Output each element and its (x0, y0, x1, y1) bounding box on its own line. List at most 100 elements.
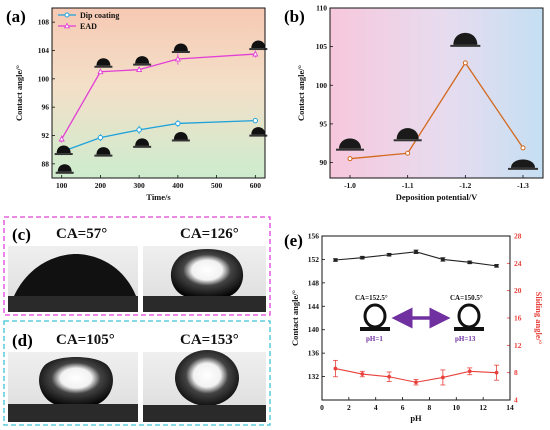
y-tick-label: 104 (38, 46, 50, 55)
y2-tick-label: 12 (514, 341, 522, 350)
droplet-substrate (450, 44, 481, 47)
data-point (97, 68, 104, 75)
inset-ph-left: pH=1 (366, 335, 383, 343)
droplet-icon (96, 147, 111, 155)
panel-e-plot: 0 2 4 6 8 10 12 1413213614014414815215648121620… (290, 232, 544, 424)
y-tick-label: 100 (38, 74, 50, 83)
series-line (349, 61, 524, 160)
y-tick-label: 88 (42, 159, 50, 168)
droplet-icon (251, 127, 266, 135)
substrate-d-right (143, 405, 266, 422)
y-tick-label: 140 (308, 325, 320, 334)
droplet-icon (251, 40, 266, 49)
droplet-icon (396, 128, 419, 140)
inset-ph-right: pH=13 (455, 335, 476, 343)
panel-d-ca-right: CA=153° (180, 332, 239, 348)
panel-d-letter: (d) (12, 331, 33, 350)
data-point (440, 375, 445, 380)
data-point (333, 366, 338, 371)
x-axis-label: Deposition potential/V (396, 192, 478, 202)
droplet-c-right (170, 249, 244, 296)
substrate-c-right (143, 296, 266, 312)
y-tick-label: 90 (320, 158, 328, 167)
panel-b-plot: -1.0 -1.1 -1.2 -1.3 90 95 100 105 110 Deposition … (296, 4, 538, 202)
y-tick-label: 100 (316, 81, 328, 90)
data-point (252, 117, 259, 124)
y2-tick-label: 24 (514, 259, 522, 268)
droplet-icon (339, 138, 361, 149)
legend-marker-dip (64, 12, 70, 18)
droplet-substrate (171, 51, 190, 53)
droplet-icon (173, 43, 188, 51)
data-point (520, 145, 526, 151)
data-point (333, 258, 338, 262)
droplet-substrate (55, 171, 74, 174)
panel-a: 100 200 300 400 500 600 88 92 96 100 104 108 Time/s C… (6, 7, 268, 202)
x-tick-label: 100 (56, 181, 68, 190)
droplet-icon (453, 32, 478, 45)
panel-c-letter: (c) (12, 225, 31, 244)
data-point (387, 252, 391, 257)
data-point (58, 135, 65, 142)
x-tick-label: 400 (172, 181, 184, 190)
x-tick-label: -1.0 (344, 181, 356, 190)
y-axis-label: Contact angle/° (290, 290, 300, 346)
data-point (441, 257, 445, 262)
data-point (252, 50, 259, 57)
panel-a-background (52, 8, 265, 178)
inset-ca-right: CA=150.5° (450, 294, 483, 302)
x-tick-label: 600 (250, 181, 262, 190)
y-tick-label: 96 (42, 103, 50, 112)
y-tick-label: 136 (308, 349, 320, 358)
y2-tick-label: 28 (514, 232, 522, 241)
substrate-d-left (8, 404, 138, 422)
x-tick-label: -1.2 (459, 181, 471, 190)
inset-substrate-right (454, 327, 484, 331)
inset-ca-left: CA=152.5° (355, 294, 388, 302)
data-point (405, 150, 411, 156)
panel-b: -1.0 -1.1 -1.2 -1.3 90 95 100 105 110 Deposition … (284, 4, 544, 202)
y-tick-label: 105 (316, 42, 328, 51)
x-tick-label: 0 (320, 403, 324, 412)
y-tick-label: 148 (308, 278, 320, 287)
droplet-icon (511, 159, 535, 168)
droplet-substrate (393, 139, 422, 142)
panel-d: (d) CA=105° CA=153° (3, 320, 271, 426)
x-tick-label: 14 (506, 403, 514, 412)
y-axis-label: Contact angle/° (14, 65, 24, 121)
x-tick-label: -1.3 (517, 181, 529, 190)
x-tick-label: 4 (374, 403, 378, 412)
x-tick-label: 8 (428, 403, 432, 412)
panel-b-frame (329, 7, 544, 179)
y2-tick-label: 4 (514, 396, 518, 405)
x-tick-label: 10 (453, 403, 461, 412)
y-tick-label: 144 (308, 302, 320, 311)
panel-e-inset: CA=152.5° CA=150.5° pH=1 pH=13 (355, 294, 484, 343)
data-point (414, 380, 418, 385)
panel-b-letter: (b) (284, 7, 305, 26)
droplet-c-left (14, 254, 136, 296)
droplet-substrate (133, 63, 152, 66)
data-point (494, 370, 499, 375)
data-point (360, 255, 365, 260)
droplet-icon (173, 131, 188, 140)
data-point (347, 156, 353, 162)
substrate-c-left (8, 296, 138, 312)
panel-e: 0 2 4 6 8 10 12 1413213614014414815215648121620… (284, 231, 544, 423)
data-point (462, 60, 468, 66)
inset-substrate-left (360, 327, 390, 331)
y-tick-label: 156 (308, 232, 320, 241)
panel-a-legend: Dip coating EAD (58, 11, 119, 31)
panel-c-ca-left: CA=57° (56, 226, 107, 242)
y-tick-label: 132 (308, 372, 320, 381)
data-point (387, 374, 392, 379)
x-tick-label: 200 (95, 181, 107, 190)
panel-c: (c) CA=57° CA=126° (3, 216, 271, 316)
legend-marker-ead (63, 22, 71, 29)
data-point (494, 264, 499, 268)
data-point (414, 250, 418, 254)
droplet-substrate (508, 167, 538, 170)
y2-axis-label: Sliding angle/° (534, 292, 544, 345)
